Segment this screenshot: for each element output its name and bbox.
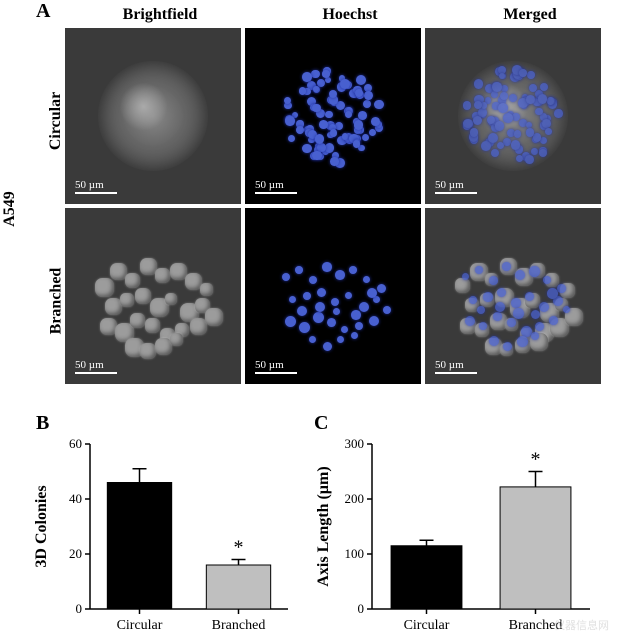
nuclei-cluster-icon: [267, 248, 407, 358]
scalebar: 50 µm: [435, 359, 477, 374]
micrograph-branched-merged: 50 µm: [425, 208, 601, 384]
scalebar-text: 50 µm: [435, 359, 464, 371]
svg-text:*: *: [531, 449, 541, 471]
scalebar: 50 µm: [75, 359, 117, 374]
bar-chart-c-svg: 0100200300Axis Length (µm)CircularBranch…: [310, 432, 600, 637]
svg-text:Circular: Circular: [404, 618, 450, 633]
svg-text:*: *: [234, 537, 244, 559]
scalebar-line-icon: [255, 372, 297, 374]
scalebar: 50 µm: [255, 359, 297, 374]
scalebar-text: 50 µm: [255, 359, 284, 371]
panel-a-label: A: [36, 0, 50, 23]
micrograph-circular-merged: 50 µm: [425, 28, 601, 204]
row-label-circular: Circular: [47, 92, 65, 150]
chart-b: 0 20 40 60 3D Colonies Circular Branched *: [28, 432, 298, 637]
svg-text:300: 300: [345, 436, 365, 451]
nuclei-cluster-icon: [281, 64, 385, 168]
scalebar: 50 µm: [255, 179, 297, 194]
micrograph-grid: 50 µm 50 µm 50 µm: [65, 28, 605, 388]
scalebar: 50 µm: [435, 179, 477, 194]
col-header-hoechst: Hoechst: [290, 6, 410, 24]
watermark-text: 仪器信息网: [554, 617, 609, 633]
svg-text:Axis Length (µm): Axis Length (µm): [315, 466, 332, 586]
micrograph-row-circular: 50 µm 50 µm 50 µm: [65, 28, 605, 204]
svg-text:60: 60: [69, 436, 82, 451]
scalebar-line-icon: [75, 372, 117, 374]
scalebar-line-icon: [75, 192, 117, 194]
bar-chart-b-svg: 0 20 40 60 3D Colonies Circular Branched *: [28, 432, 298, 637]
cell-line-label: A549: [1, 191, 19, 227]
chart-c: 0100200300Axis Length (µm)CircularBranch…: [310, 432, 600, 637]
svg-text:200: 200: [345, 491, 365, 506]
svg-text:40: 40: [69, 491, 82, 506]
scalebar: 50 µm: [75, 179, 117, 194]
scalebar-line-icon: [435, 192, 477, 194]
scalebar-line-icon: [255, 192, 297, 194]
svg-text:Circular: Circular: [117, 618, 163, 633]
scalebar-line-icon: [435, 372, 477, 374]
figure-root: A A549 Brightfield Hoechst Merged Circul…: [0, 0, 617, 639]
micrograph-circular-brightfield: 50 µm: [65, 28, 241, 204]
micrograph-branched-brightfield: 50 µm: [65, 208, 241, 384]
svg-text:3D Colonies: 3D Colonies: [33, 485, 50, 567]
row-label-branched: Branched: [47, 268, 65, 335]
micrograph-branched-hoechst: 50 µm: [245, 208, 421, 384]
svg-text:0: 0: [358, 601, 365, 616]
spheroid-icon: [98, 61, 208, 171]
nuclei-cluster-icon: [461, 64, 565, 168]
micrograph-row-branched: 50 µm 50 µm 50 µm: [65, 208, 605, 384]
col-header-brightfield: Brightfield: [100, 6, 220, 24]
svg-text:20: 20: [69, 546, 82, 561]
scalebar-text: 50 µm: [435, 179, 464, 191]
micrograph-circular-hoechst: 50 µm: [245, 28, 421, 204]
svg-text:0: 0: [76, 601, 83, 616]
nuclei-cluster-icon: [447, 248, 587, 358]
scalebar-text: 50 µm: [75, 179, 104, 191]
col-header-merged: Merged: [470, 6, 590, 24]
svg-text:Branched: Branched: [212, 618, 266, 633]
scalebar-text: 50 µm: [255, 179, 284, 191]
svg-text:100: 100: [345, 546, 365, 561]
branched-colony-icon: [85, 248, 225, 358]
scalebar-text: 50 µm: [75, 359, 104, 371]
